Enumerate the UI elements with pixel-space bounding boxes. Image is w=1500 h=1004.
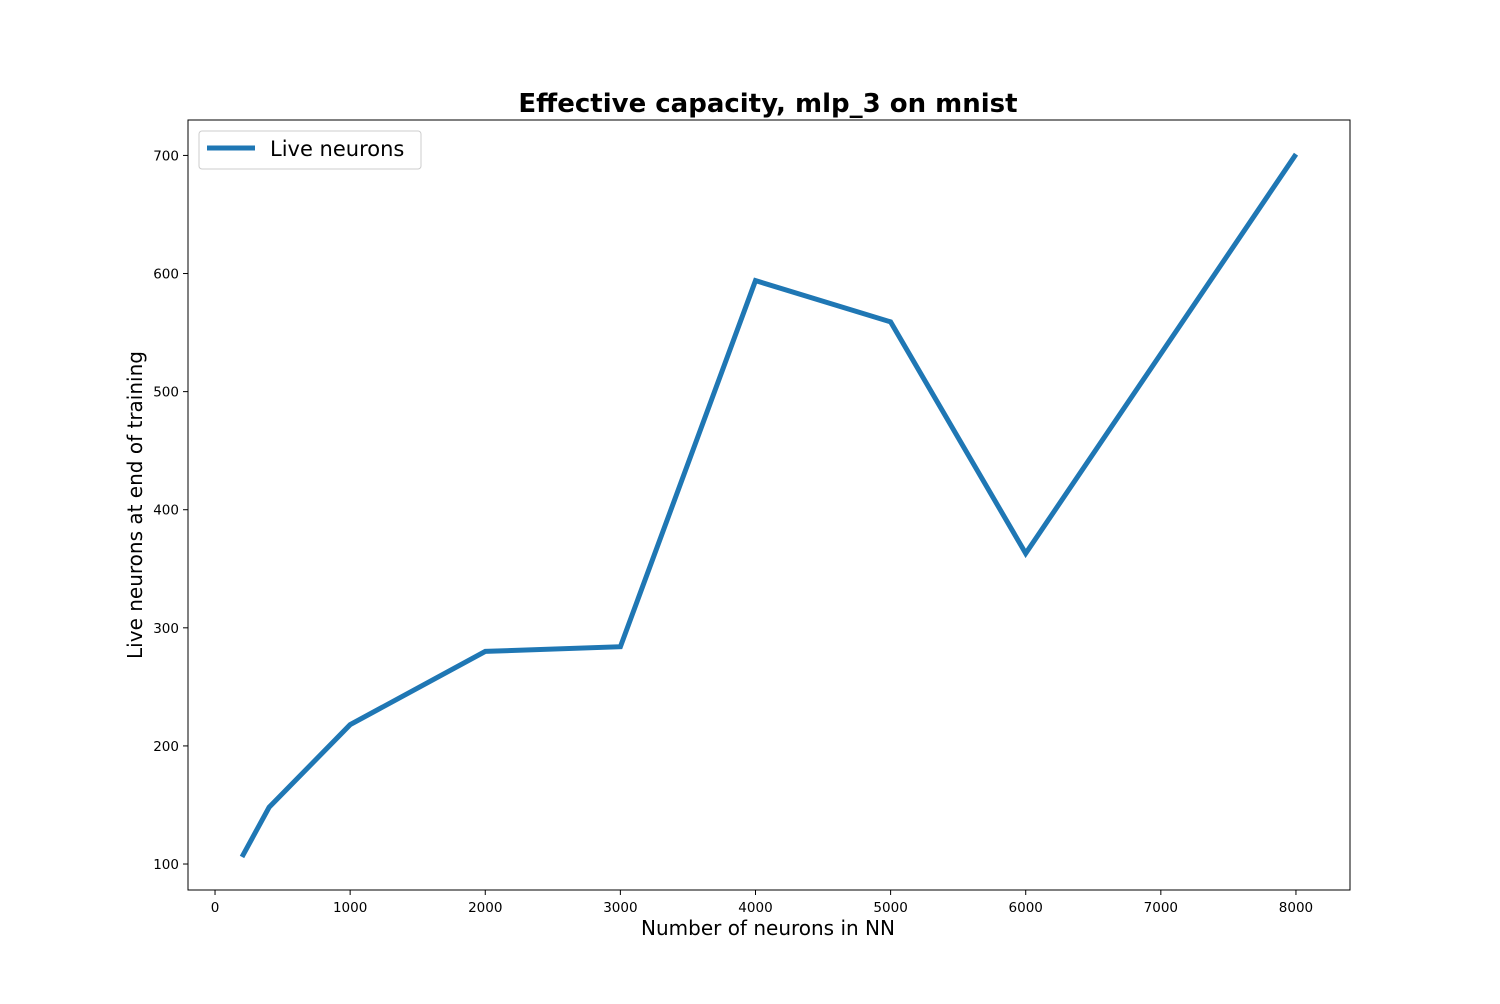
series-line-0 [239, 152, 1299, 859]
x-tick-label: 6000 [1009, 900, 1043, 916]
y-tick-label: 400 [153, 503, 179, 519]
legend: Live neurons [198, 130, 422, 170]
x-tick-label: 0 [211, 900, 220, 916]
x-tick-label: 4000 [738, 900, 772, 916]
axes-frame [187, 119, 1351, 891]
y-tick-label: 300 [153, 621, 179, 637]
legend-frame [198, 130, 422, 170]
y-tick-label: 700 [153, 148, 179, 164]
x-tick-label: 7000 [1144, 900, 1178, 916]
x-tick-label: 8000 [1279, 900, 1313, 916]
x-tick-label: 2000 [468, 900, 502, 916]
x-tick-label: 1000 [333, 900, 367, 916]
y-tick-label: 600 [153, 267, 179, 283]
x-axis-label: Number of neurons in NN [641, 916, 895, 940]
legend-label: Live neurons [270, 137, 404, 161]
x-tick-label: 3000 [603, 900, 637, 916]
y-tick-label: 200 [153, 739, 179, 755]
chart-title: Effective capacity, mlp_3 on mnist [518, 89, 1017, 119]
plot-area: 0 1000 2000 3000 4000 5000 6000 7000 8000 100 200 3… [153, 119, 1351, 916]
y-axis-label: Live neurons at end of training [123, 351, 147, 659]
y-tick-label: 100 [153, 857, 179, 873]
y-tick-label: 500 [153, 385, 179, 401]
x-tick-label: 5000 [873, 900, 907, 916]
